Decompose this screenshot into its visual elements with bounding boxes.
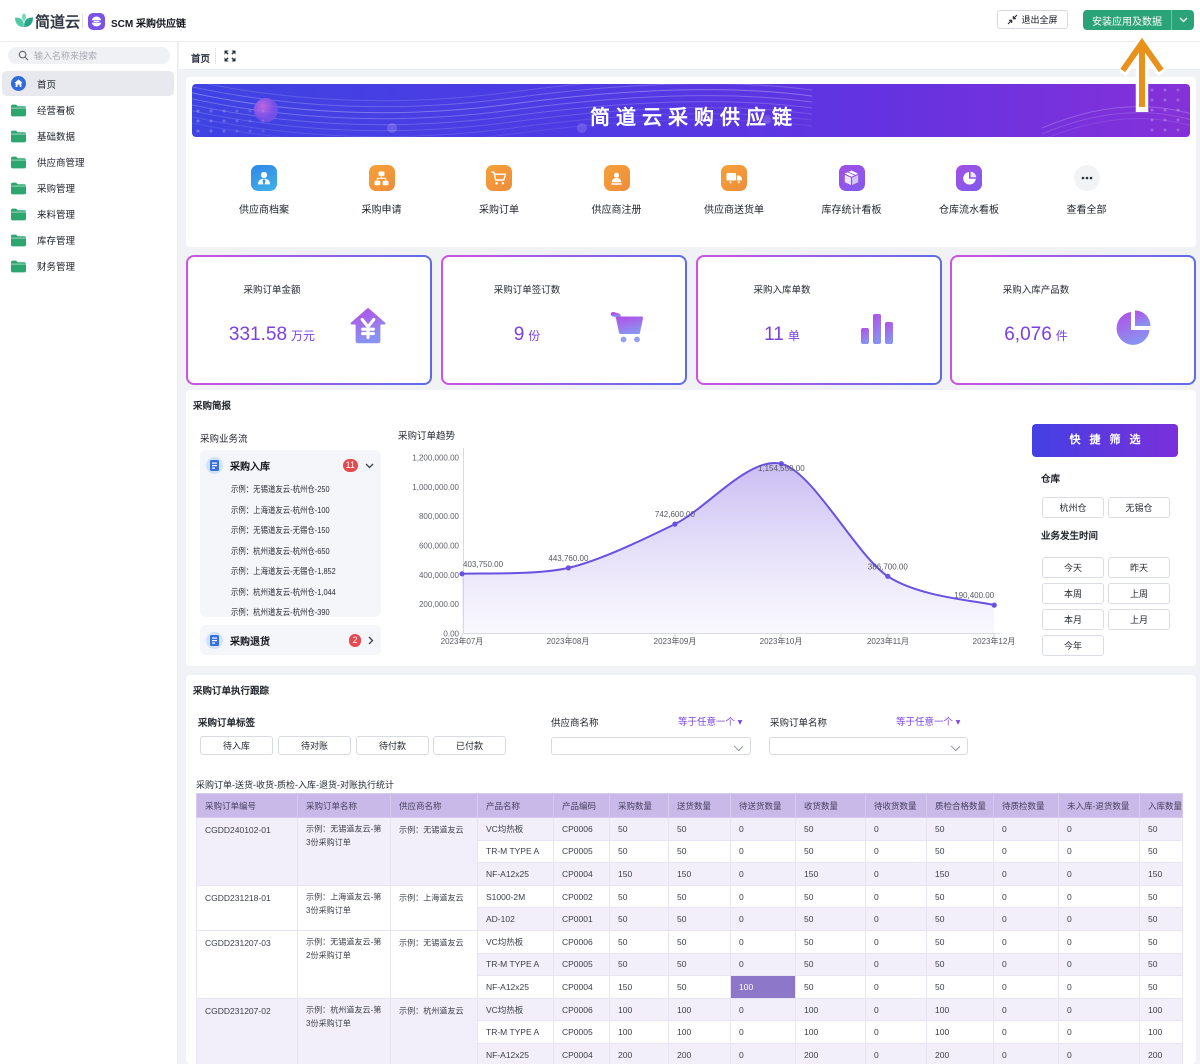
svg-text:386,700.00: 386,700.00 <box>868 562 909 571</box>
svg-text:2023年09月: 2023年09月 <box>654 636 697 646</box>
svg-text:2023年12月: 2023年12月 <box>973 636 1016 646</box>
svg-text:800,000.00: 800,000.00 <box>419 512 460 521</box>
svg-text:2023年11月: 2023年11月 <box>867 636 909 646</box>
svg-text:0.00: 0.00 <box>443 630 459 639</box>
svg-text:1,200,000.00: 1,200,000.00 <box>412 454 459 463</box>
svg-text:742,600.00: 742,600.00 <box>655 510 696 519</box>
svg-text:200,000.00: 200,000.00 <box>419 600 460 609</box>
svg-text:400,000.00: 400,000.00 <box>419 571 460 580</box>
svg-text:2023年07月: 2023年07月 <box>441 636 484 646</box>
svg-text:403,750.00: 403,750.00 <box>463 560 504 569</box>
svg-text:190,400.00: 190,400.00 <box>954 591 995 600</box>
svg-text:1,154,550.00: 1,154,550.00 <box>758 464 805 473</box>
svg-text:443,760.00: 443,760.00 <box>548 554 589 563</box>
svg-text:2023年08月: 2023年08月 <box>547 636 590 646</box>
svg-text:2023年10月: 2023年10月 <box>760 636 803 646</box>
svg-text:1,000,000.00: 1,000,000.00 <box>412 483 459 492</box>
svg-text:600,000.00: 600,000.00 <box>419 542 460 551</box>
